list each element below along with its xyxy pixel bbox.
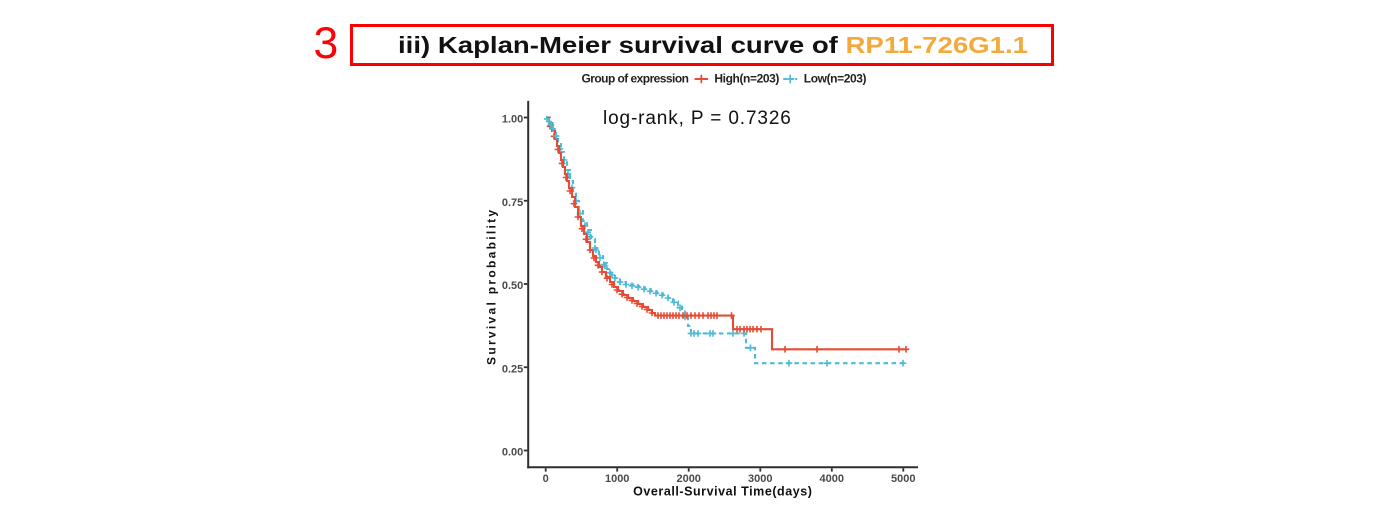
svg-text:3000: 3000	[748, 473, 772, 485]
svg-text:2000: 2000	[676, 473, 700, 485]
svg-text:Group of expression: Group of expression	[582, 71, 689, 85]
svg-text:Survival probability: Survival probability	[484, 208, 498, 365]
svg-text:1.00: 1.00	[502, 114, 523, 126]
svg-text:Low(n=203): Low(n=203)	[804, 71, 867, 85]
svg-text:log-rank, P = 0.7326: log-rank, P = 0.7326	[603, 108, 792, 129]
svg-text:Overall-Survival Time(days): Overall-Survival Time(days)	[633, 484, 812, 498]
svg-text:0.50: 0.50	[502, 280, 523, 292]
svg-text:4000: 4000	[820, 473, 844, 485]
svg-text:5000: 5000	[891, 473, 915, 485]
svg-text:High(n=203): High(n=203)	[714, 71, 779, 85]
svg-text:1000: 1000	[605, 473, 629, 485]
svg-text:0.25: 0.25	[502, 363, 523, 375]
svg-text:0.00: 0.00	[502, 447, 523, 459]
svg-text:0: 0	[543, 473, 549, 485]
svg-text:0.75: 0.75	[502, 197, 523, 209]
